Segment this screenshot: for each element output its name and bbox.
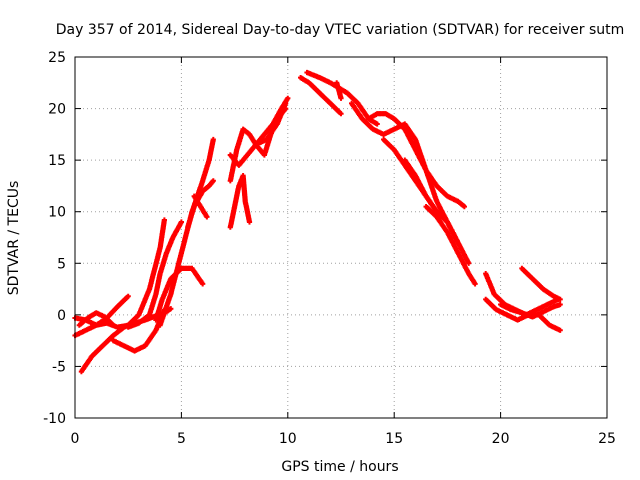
series-arc6 (125, 219, 184, 330)
data-point (210, 136, 216, 143)
data-point (338, 95, 344, 101)
y-tick-label: -10 (43, 411, 66, 427)
data-point (168, 306, 174, 312)
data-point (246, 219, 253, 225)
data-points (72, 69, 563, 375)
series-arc19 (366, 111, 467, 210)
axis-ticks: 0 5 10 15 20 25 -10 -5 0 5 10 15 20 25 (43, 50, 616, 447)
data-point (557, 301, 563, 308)
series-arc15 (298, 75, 344, 117)
y-tick-label: 25 (48, 50, 66, 66)
series-arc22 (423, 204, 478, 287)
series-arc10 (191, 193, 210, 220)
chart-title: Day 357 of 2014, Sidereal Day-to-day VTE… (56, 22, 625, 38)
data-point (285, 95, 291, 101)
x-tick-label: 0 (71, 431, 80, 447)
y-tick-label: 5 (57, 256, 66, 272)
series-arc3 (72, 217, 167, 330)
data-point (200, 281, 206, 287)
data-point (374, 121, 380, 127)
data-point (210, 178, 216, 184)
data-point (283, 106, 289, 112)
data-point (338, 111, 344, 117)
data-point (557, 296, 563, 302)
series-arc4 (76, 310, 116, 328)
series-arc14 (253, 106, 289, 158)
series-arc8 (157, 136, 216, 328)
y-tick-label: 0 (57, 308, 66, 324)
y-tick-label: 20 (48, 102, 66, 118)
data-point (110, 322, 116, 328)
series-arc26 (519, 265, 563, 302)
y-tick-label: -5 (52, 359, 66, 375)
plot-frame (74, 56, 608, 419)
data-point (466, 260, 472, 266)
series-arc21 (402, 157, 472, 266)
data-point (472, 281, 478, 287)
x-tick-label: 25 (598, 431, 616, 447)
data-point (461, 204, 467, 210)
y-axis-label: SDTVAR / TECUs (6, 181, 22, 296)
data-point (161, 217, 167, 223)
data-point (204, 214, 210, 220)
data-point (125, 293, 131, 299)
series-arc13 (227, 173, 253, 230)
x-tick-label: 20 (492, 431, 510, 447)
x-tick-label: 10 (279, 431, 297, 447)
x-tick-label: 5 (177, 431, 186, 447)
y-tick-label: 15 (48, 153, 66, 169)
y-tick-label: 10 (48, 205, 66, 221)
series-arc25 (498, 301, 563, 320)
x-axis-label: GPS time / hours (281, 459, 398, 475)
data-point (178, 219, 184, 225)
x-tick-label: 15 (385, 431, 403, 447)
series-arc17 (334, 80, 344, 101)
data-point (557, 327, 563, 333)
